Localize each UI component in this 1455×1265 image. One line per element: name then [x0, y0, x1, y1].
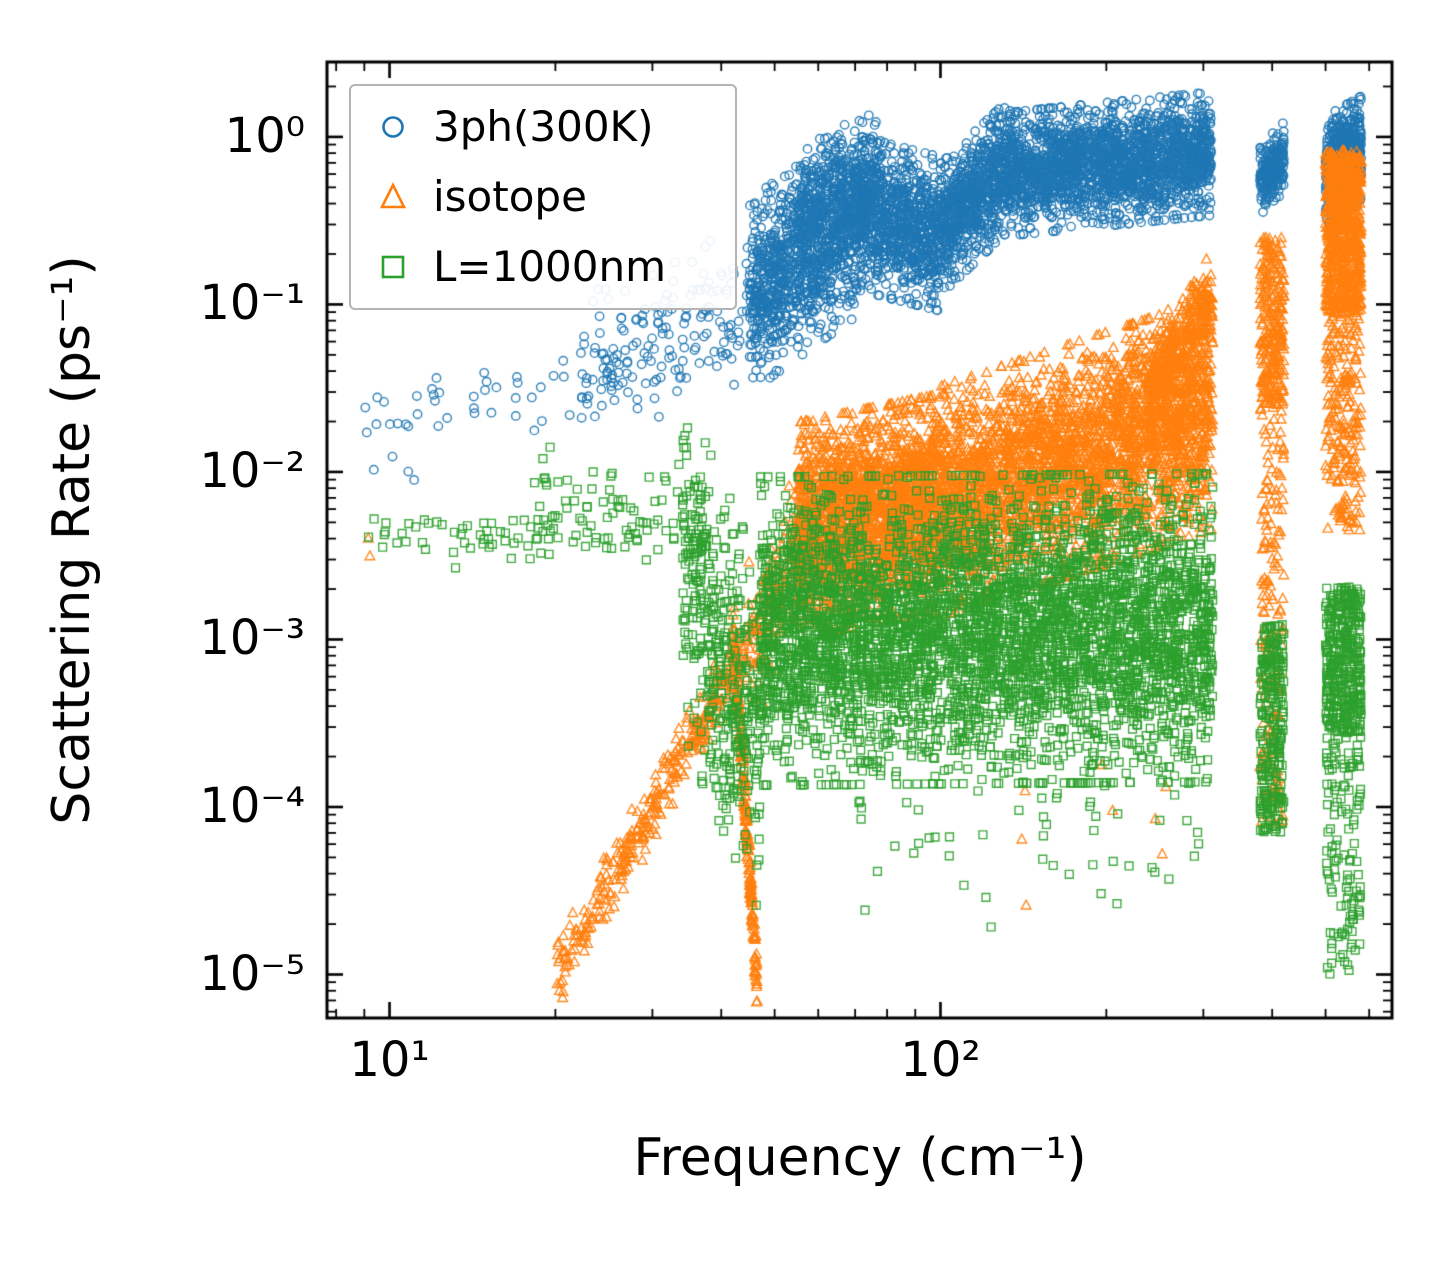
y-tick-label: 10⁻³: [199, 610, 305, 667]
y-tick-label: 10⁻¹: [199, 275, 305, 332]
x-tick-label: 10²: [900, 1032, 981, 1088]
x-tick-label: 10¹: [349, 1032, 430, 1088]
legend-label-isotope: isotope: [433, 172, 587, 221]
y-tick-label: 10⁻⁵: [199, 945, 305, 1002]
circle-marker-icon: [382, 116, 404, 138]
legend-item-boundary: L=1000nm: [373, 246, 725, 288]
y-axis-label: Scattering Rate (ps⁻¹): [42, 255, 102, 825]
y-tick-label: 10⁰: [224, 107, 305, 164]
square-marker-icon: [381, 255, 405, 279]
y-tick-label: 10⁻²: [199, 442, 305, 499]
legend-label-boundary: L=1000nm: [433, 242, 667, 291]
y-tick-label: 10⁻⁴: [199, 778, 305, 835]
legend-label-3ph: 3ph(300K): [433, 102, 654, 151]
legend-item-3ph: 3ph(300K): [373, 106, 725, 148]
x-axis-label: Frequency (cm⁻¹): [633, 1128, 1087, 1188]
legend: 3ph(300K) isotope L=1000nm: [349, 84, 737, 310]
legend-item-isotope: isotope: [373, 176, 725, 218]
triangle-marker-icon: [379, 182, 407, 209]
